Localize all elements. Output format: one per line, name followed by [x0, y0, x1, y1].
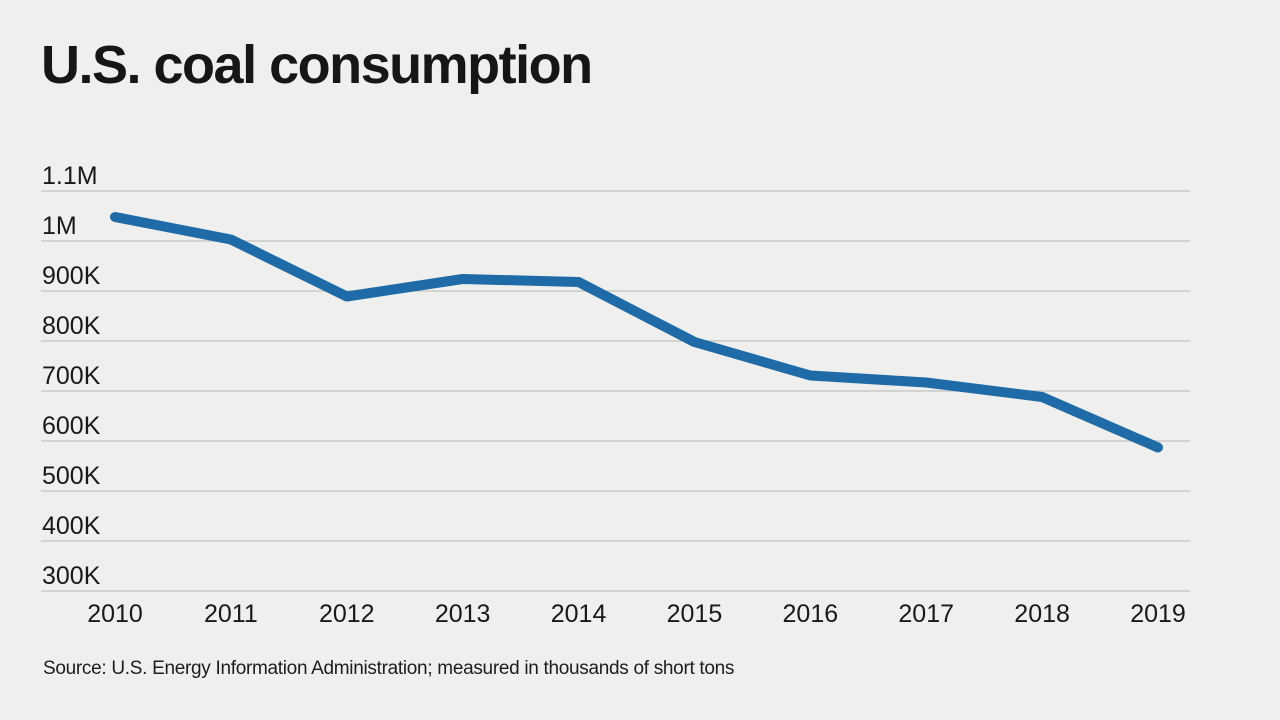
y-axis-tick-label: 800K [42, 312, 101, 340]
x-axis-tick-label: 2016 [783, 600, 839, 628]
x-axis-tick-label: 2017 [898, 600, 954, 628]
x-axis-tick-label: 2010 [87, 600, 143, 628]
y-axis-tick-label: 700K [42, 362, 101, 390]
y-axis-tick-label: 600K [42, 412, 101, 440]
x-axis-tick-label: 2018 [1014, 600, 1070, 628]
source-note: Source: U.S. Energy Information Administ… [43, 658, 735, 679]
x-axis-tick-label: 2019 [1130, 600, 1186, 628]
y-axis-tick-label: 1M [42, 212, 77, 240]
x-axis-tick-label: 2013 [435, 600, 491, 628]
y-axis-tick-label: 500K [42, 462, 101, 490]
y-axis-tick-label: 1.1M [42, 162, 98, 190]
x-axis-tick-label: 2015 [667, 600, 723, 628]
consumption-line-series [110, 212, 1163, 453]
chart-title: U.S. coal consumption [41, 35, 593, 95]
y-axis-tick-label: 900K [42, 262, 101, 290]
x-axis-tick-label: 2011 [204, 600, 258, 628]
x-axis-tick-label: 2014 [551, 600, 607, 628]
x-axis-tick-label: 2012 [319, 600, 375, 628]
y-axis-tick-label: 300K [42, 562, 101, 590]
y-axis-tick-label: 400K [42, 512, 101, 540]
